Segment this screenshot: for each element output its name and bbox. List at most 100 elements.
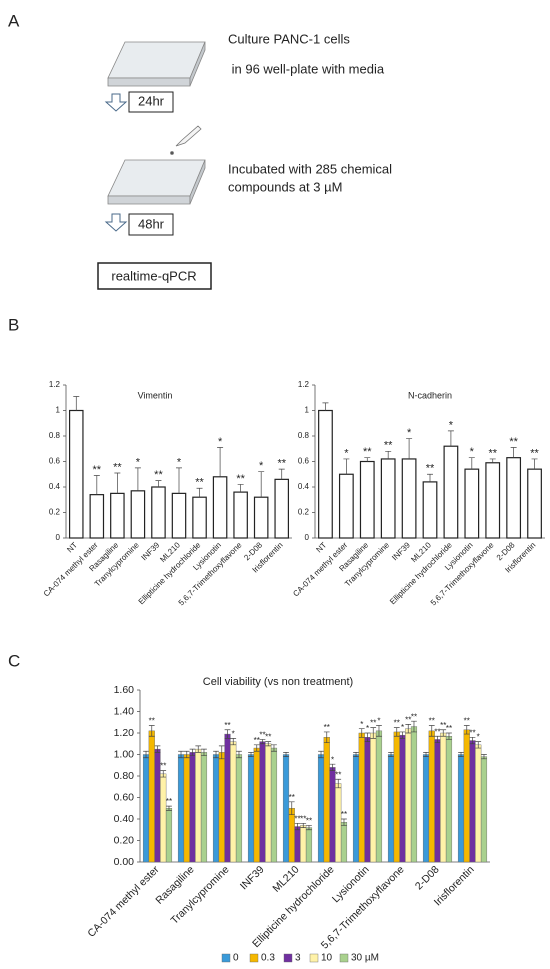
- bar: [294, 826, 301, 863]
- error-bar: [468, 457, 475, 470]
- significance-label: **: [300, 814, 306, 823]
- significance-label: **: [236, 473, 245, 485]
- time-box: [128, 213, 174, 236]
- bar: [274, 478, 290, 539]
- bar: [212, 476, 228, 539]
- significance-label: **: [294, 814, 300, 823]
- significance-label: **: [254, 736, 260, 745]
- bar: [370, 732, 377, 863]
- bar: [265, 743, 272, 863]
- legend-swatch: [249, 953, 259, 963]
- error-bar: [196, 487, 203, 498]
- significance-label: **: [434, 727, 440, 736]
- y-tick-label: 0.6: [298, 457, 310, 466]
- error-bar: [248, 752, 254, 757]
- y-tick-label: 0.4: [298, 482, 310, 491]
- chart-title: Vimentin: [138, 390, 173, 400]
- readout-box: [97, 262, 212, 290]
- significance-label: *: [470, 446, 475, 458]
- significance-label: *: [477, 733, 480, 742]
- bar: [352, 754, 360, 863]
- significance-label: **: [149, 717, 155, 726]
- error-bar: [93, 475, 100, 495]
- significance-label: **: [93, 464, 102, 476]
- error-bar: [370, 727, 377, 739]
- legend-swatch: [221, 953, 231, 963]
- bar: [270, 747, 278, 863]
- bar: [399, 734, 406, 863]
- bar: [485, 462, 501, 539]
- bar: [253, 496, 269, 539]
- error-bar: [259, 739, 266, 745]
- bar: [148, 730, 155, 863]
- error-bar: [265, 741, 272, 747]
- legend-label: 0.3: [261, 953, 275, 964]
- error-bar: [294, 822, 301, 831]
- panel-label: C: [8, 651, 20, 670]
- bar: [89, 494, 105, 539]
- bar: [422, 481, 438, 539]
- error-bar: [176, 467, 182, 494]
- bar: [235, 754, 243, 863]
- error-bar: [288, 801, 295, 816]
- y-tick-label: 0.80: [114, 770, 135, 782]
- error-bar: [143, 750, 149, 759]
- significance-label: **: [154, 469, 163, 481]
- bar: [469, 740, 476, 863]
- error-bar: [358, 728, 365, 738]
- error-bar: [258, 471, 265, 498]
- error-bar: [160, 770, 167, 778]
- bar: [434, 739, 441, 863]
- error-bar: [73, 396, 80, 411]
- bar: [151, 486, 166, 539]
- bar: [443, 445, 459, 539]
- time-label: 24hr: [138, 93, 165, 108]
- y-tick-label: 0.2: [49, 508, 61, 517]
- error-bar: [318, 750, 324, 759]
- bar: [282, 754, 290, 863]
- y-tick-label: 0.8: [298, 431, 310, 440]
- error-bar: [531, 458, 538, 470]
- readout-label: realtime-qPCR: [111, 268, 196, 283]
- error-bar: [155, 480, 162, 487]
- bar: [218, 752, 225, 863]
- bar: [212, 754, 220, 863]
- significance-label: *: [449, 419, 454, 431]
- bar: [317, 754, 325, 863]
- error-bar: [236, 750, 242, 759]
- significance-label: **: [530, 447, 539, 459]
- legend-label: 10: [321, 953, 333, 964]
- x-tick-label: ML210: [270, 863, 301, 894]
- bar: [387, 754, 395, 863]
- time-box: [128, 91, 174, 113]
- bar: [233, 491, 248, 539]
- y-tick-label: 1.40: [114, 705, 135, 717]
- bar: [323, 737, 330, 863]
- y-tick-label: 1.00: [114, 748, 135, 760]
- bar: [253, 747, 260, 863]
- y-tick-label: 1: [56, 406, 61, 415]
- bar: [364, 737, 371, 863]
- bar: [480, 756, 488, 863]
- error-bar: [134, 467, 141, 491]
- error-bar: [300, 822, 307, 828]
- bar: [335, 783, 342, 863]
- plate-icon: [107, 41, 206, 87]
- bar: [457, 754, 465, 863]
- error-bar: [306, 825, 312, 831]
- significance-label: *: [177, 456, 182, 468]
- error-bar: [393, 727, 400, 737]
- panel-label: B: [8, 315, 19, 334]
- error-bar: [353, 752, 359, 757]
- pipette-icon: [170, 125, 202, 155]
- bar: [300, 825, 307, 863]
- significance-label: **: [488, 447, 497, 459]
- significance-label: **: [370, 719, 376, 728]
- legend-label: 3: [295, 953, 301, 964]
- bar: [359, 460, 375, 539]
- x-tick-label: INF39: [238, 863, 267, 892]
- error-bar: [423, 752, 429, 757]
- error-bar: [481, 754, 487, 760]
- significance-label: **: [429, 717, 435, 726]
